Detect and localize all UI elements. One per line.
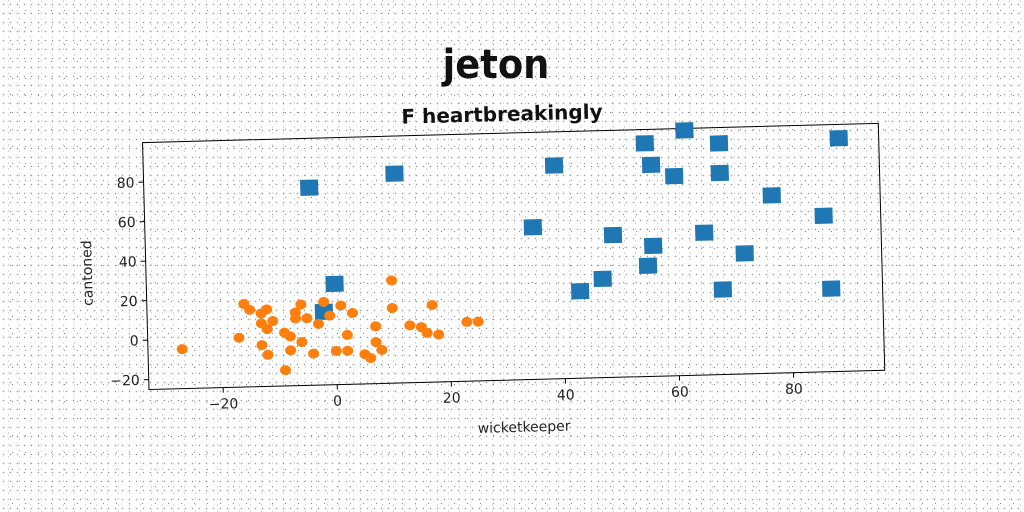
plot-area: −20 0 20 40 60 80 −20 0 20 40 60 80 wicketkeeper ca… — [79, 122, 886, 437]
data-point-square — [593, 270, 612, 288]
data-point-square — [814, 207, 833, 224]
data-point-square — [635, 135, 655, 152]
axis-ticks: −20 0 20 40 60 80 −20 0 20 40 60 80 — [110, 175, 803, 413]
data-point-circle — [421, 327, 433, 338]
data-point-square — [762, 187, 781, 204]
data-point-circle — [426, 300, 438, 311]
data-point-circle — [433, 329, 445, 340]
data-point-circle — [295, 299, 307, 310]
data-point-circle — [324, 310, 336, 321]
x-tick-label: 40 — [557, 387, 575, 403]
data-point-circle — [176, 344, 188, 355]
data-point-square — [325, 275, 344, 293]
x-axis-label: wicketkeeper — [478, 419, 571, 437]
data-point-circle — [262, 349, 274, 360]
data-point-circle — [233, 332, 245, 343]
data-point-circle — [365, 353, 377, 364]
data-point-square — [675, 122, 694, 139]
data-point-circle — [376, 344, 388, 355]
data-point-square — [664, 167, 684, 185]
data-point-circle — [472, 316, 484, 327]
data-point-circle — [330, 346, 342, 357]
data-point-circle — [341, 329, 353, 340]
data-point-square — [641, 156, 661, 174]
data-point-square — [710, 164, 729, 182]
y-tick-label: 60 — [118, 215, 136, 231]
data-point-circle — [335, 300, 347, 311]
y-tick-label: 20 — [120, 294, 138, 310]
x-tick-label: 60 — [671, 384, 689, 400]
data-point-circle — [308, 348, 320, 359]
data-point-circle — [386, 275, 398, 286]
data-point-square — [603, 226, 623, 244]
data-point-square — [695, 224, 714, 241]
data-point-circle — [346, 308, 358, 319]
chart-title: jeton — [441, 42, 550, 89]
data-point-square — [713, 281, 733, 298]
x-tick-label: −20 — [209, 396, 239, 413]
y-tick-label: 40 — [119, 254, 137, 270]
data-point-square — [300, 179, 319, 196]
data-point-square — [709, 135, 729, 152]
data-point-circle — [461, 316, 473, 327]
y-axis-label: cantoned — [79, 240, 97, 306]
data-point-circle — [290, 313, 302, 324]
data-point-circle — [244, 304, 256, 315]
data-point-circle — [386, 303, 398, 314]
data-point-square — [638, 257, 658, 275]
data-marks — [176, 122, 848, 376]
data-point-circle — [267, 316, 279, 327]
data-point-square — [570, 283, 590, 300]
y-tick-label: 80 — [117, 175, 135, 191]
data-point-square — [523, 219, 543, 236]
data-point-circle — [284, 331, 296, 342]
data-point-circle — [256, 340, 268, 351]
plot-frame — [142, 122, 886, 391]
x-tick-label: 20 — [443, 390, 461, 406]
data-point-square — [385, 165, 404, 182]
data-point-circle — [261, 304, 273, 315]
data-point-square — [544, 157, 564, 174]
y-tick-label: 0 — [130, 333, 139, 349]
x-tick-label: 80 — [785, 381, 803, 397]
data-point-circle — [285, 345, 297, 356]
data-point-square — [735, 245, 754, 262]
data-point-circle — [370, 321, 382, 332]
data-point-square — [829, 130, 848, 147]
y-tick-label: −20 — [110, 373, 140, 390]
x-tick-label: 0 — [333, 393, 342, 409]
data-point-circle — [301, 313, 313, 324]
data-point-circle — [261, 324, 273, 335]
data-point-circle — [370, 337, 382, 348]
data-point-circle — [404, 320, 416, 331]
data-point-circle — [313, 318, 325, 329]
data-point-circle — [342, 345, 354, 356]
data-point-square — [643, 237, 663, 255]
data-point-circle — [296, 337, 308, 348]
data-point-circle — [318, 296, 330, 307]
data-point-circle — [279, 365, 291, 376]
data-point-square — [822, 280, 841, 297]
chart-subtitle: F heartbreakingly — [401, 99, 603, 128]
